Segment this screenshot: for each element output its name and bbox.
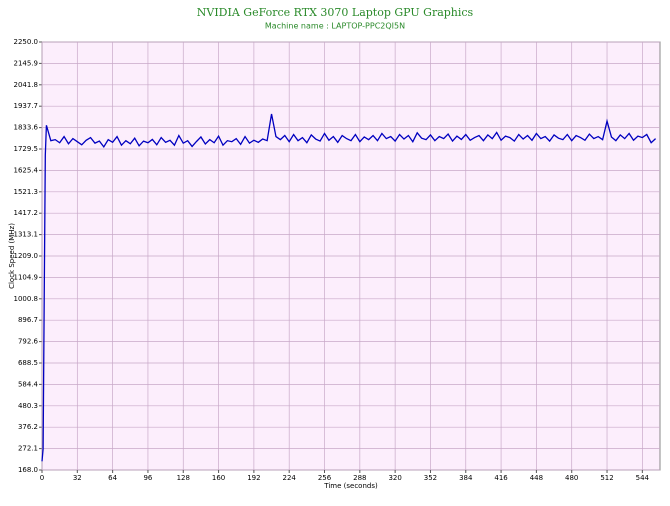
x-tick-label: 288 <box>353 474 366 482</box>
y-tick-label: 1729.5 <box>14 145 39 153</box>
x-tick-label: 448 <box>530 474 543 482</box>
x-tick-label: 512 <box>600 474 613 482</box>
chart-subtitle: Machine name : LAPTOP-PPC2QI5N <box>265 22 405 31</box>
x-tick-label: 384 <box>459 474 473 482</box>
y-tick-label: 792.6 <box>18 338 39 346</box>
y-tick-label: 1833.6 <box>14 124 39 132</box>
x-tick-label: 64 <box>108 474 117 482</box>
y-tick-label: 272.1 <box>18 445 38 453</box>
y-tick-label: 1417.2 <box>14 209 39 217</box>
x-tick-label: 416 <box>494 474 508 482</box>
y-tick-label: 1521.3 <box>14 188 39 196</box>
y-tick-label: 168.0 <box>18 466 38 474</box>
x-tick-label: 192 <box>247 474 260 482</box>
y-tick-label: 1209.0 <box>14 252 39 260</box>
y-tick-label: 1625.4 <box>14 166 39 174</box>
y-tick-label: 688.5 <box>18 359 38 367</box>
y-tick-label: 1104.9 <box>14 273 39 281</box>
x-tick-label: 224 <box>283 474 297 482</box>
y-tick-label: 1313.1 <box>14 231 39 239</box>
x-tick-label: 0 <box>40 474 44 482</box>
x-tick-label: 320 <box>388 474 401 482</box>
y-tick-label: 896.7 <box>18 316 38 324</box>
x-tick-label: 256 <box>318 474 332 482</box>
y-axis-label: Clock Speed (MHz) <box>8 223 16 289</box>
y-tick-label: 1000.8 <box>14 295 39 303</box>
y-tick-label: 376.2 <box>18 423 38 431</box>
x-tick-label: 32 <box>73 474 82 482</box>
x-tick-label: 128 <box>177 474 190 482</box>
x-tick-label: 480 <box>565 474 578 482</box>
y-tick-label: 1937.7 <box>14 102 39 110</box>
x-tick-label: 96 <box>143 474 152 482</box>
x-tick-label: 352 <box>424 474 437 482</box>
y-tick-label: 480.3 <box>18 402 38 410</box>
x-tick-label: 160 <box>212 474 225 482</box>
x-tick-label: 544 <box>636 474 650 482</box>
y-tick-label: 2145.9 <box>14 59 39 67</box>
chart-title: NVIDIA GeForce RTX 3070 Laptop GPU Graph… <box>197 6 474 19</box>
line <box>41 113 657 462</box>
y-tick-label: 2041.8 <box>14 81 39 89</box>
y-tick-label: 2250.0 <box>14 38 39 46</box>
x-axis-label: Time (seconds) <box>323 482 378 490</box>
y-tick-label: 584.4 <box>18 380 39 388</box>
